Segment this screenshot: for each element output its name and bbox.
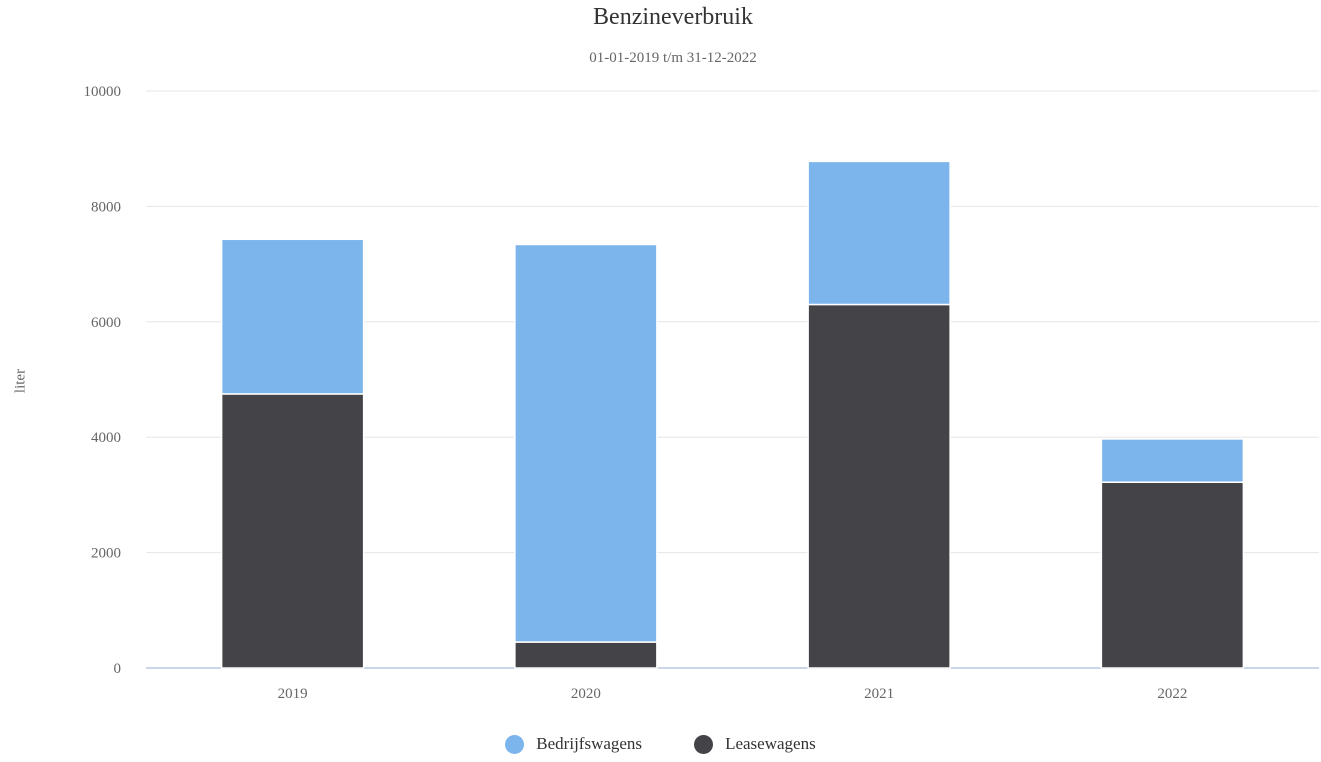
bar-bedrijfswagens-2021[interactable] [807, 160, 951, 306]
legend-marker-icon [694, 734, 714, 754]
x-tick-label: 2021 [864, 686, 894, 702]
x-tick-label: 2022 [1157, 686, 1187, 702]
legend: Bedrijfswagens Leasewagens [0, 734, 1321, 754]
bar-bedrijfswagens-2020[interactable] [514, 243, 658, 643]
chart-plot: 0 2000 4000 6000 8000 10000 2019 2020 2021 2022 [84, 84, 1319, 702]
bar-bedrijfswagens-2022[interactable] [1100, 438, 1245, 483]
bars [220, 160, 1245, 669]
legend-label: Bedrijfswagens [536, 734, 643, 753]
x-axis-ticks: 2019 2020 2021 2022 [278, 686, 1188, 702]
legend-item-leasewagens[interactable]: Leasewagens [694, 734, 816, 754]
bar-leasewagens-2020[interactable] [514, 641, 658, 669]
chart-subtitle: 01-01-2019 t/m 31-12-2022 [589, 50, 757, 66]
y-tick-label: 2000 [91, 546, 121, 562]
bar-leasewagens-2021[interactable] [807, 303, 951, 669]
bar-leasewagens-2022[interactable] [1100, 481, 1245, 669]
bar-bedrijfswagens-2019[interactable] [220, 238, 365, 395]
legend-label: Leasewagens [725, 734, 816, 753]
chart-title: Benzineverbruik [593, 4, 753, 30]
bar-leasewagens-2019[interactable] [220, 393, 365, 669]
y-tick-label: 0 [114, 661, 122, 677]
y-tick-label: 8000 [91, 199, 121, 215]
x-tick-label: 2020 [571, 686, 601, 702]
legend-item-bedrijfswagens[interactable]: Bedrijfswagens [505, 734, 642, 754]
y-tick-label: 6000 [91, 315, 121, 331]
y-tick-label: 10000 [84, 84, 122, 100]
x-tick-label: 2019 [278, 686, 308, 702]
legend-marker-icon [505, 734, 525, 754]
y-tick-label: 4000 [91, 430, 121, 446]
y-axis-ticks: 0 2000 4000 6000 8000 10000 [84, 84, 122, 677]
